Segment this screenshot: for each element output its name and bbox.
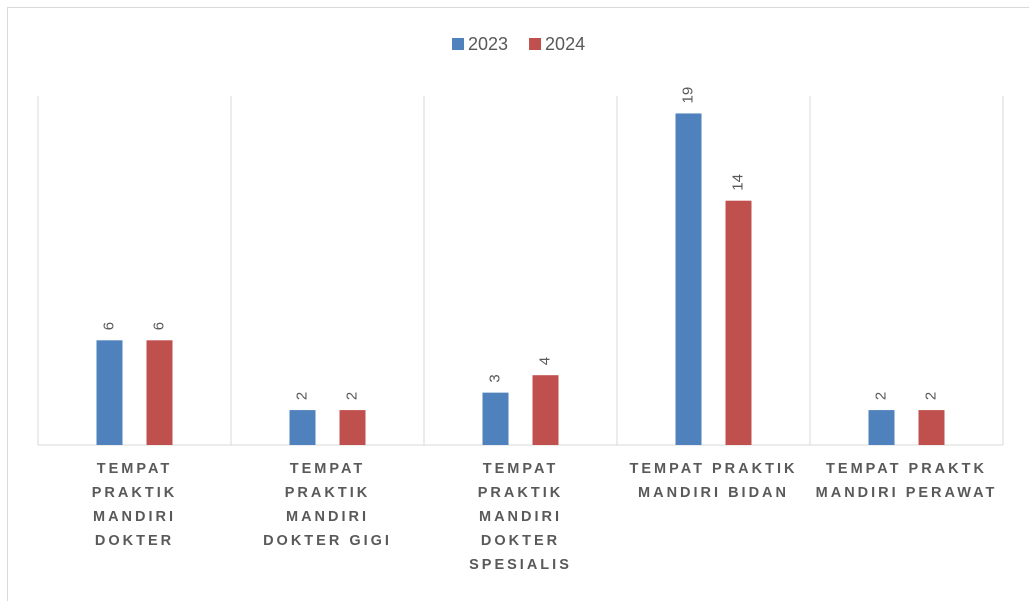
bar xyxy=(675,113,702,445)
x-tick-label: TEMPAT PRAKTIK MANDIRI DOKTER xyxy=(91,461,178,549)
bar xyxy=(532,375,559,445)
bar xyxy=(482,392,509,445)
x-tick-label: TEMPAT PRAKTIK MANDIRI BIDAN xyxy=(629,461,798,501)
bar xyxy=(868,410,895,445)
bar xyxy=(146,340,173,445)
data-label: 2 xyxy=(293,392,310,400)
bar xyxy=(289,410,316,445)
data-label: 3 xyxy=(486,374,503,382)
data-label: 6 xyxy=(150,322,167,330)
legend-label: 2023 xyxy=(468,34,508,54)
chart-frame xyxy=(7,7,1029,601)
legend-swatch xyxy=(452,38,464,50)
bar xyxy=(96,340,123,445)
bar xyxy=(918,410,945,445)
data-label: 2 xyxy=(343,392,360,400)
bar xyxy=(339,410,366,445)
bar xyxy=(725,200,752,445)
data-label: 19 xyxy=(679,87,696,104)
x-tick-label: TEMPAT PRAKTIK MANDIRI DOKTER SPESIALIS xyxy=(469,461,572,573)
data-label: 2 xyxy=(872,392,889,400)
data-label: 2 xyxy=(922,392,939,400)
data-label: 4 xyxy=(536,357,553,365)
x-tick-label: TEMPAT PRAKTK MANDIRI PERAWAT xyxy=(815,461,998,501)
data-label: 6 xyxy=(100,322,117,330)
legend-swatch xyxy=(529,38,542,50)
data-label: 14 xyxy=(729,174,746,191)
x-tick-label: TEMPAT PRAKTIK MANDIRI DOKTER GIGI xyxy=(263,461,392,549)
legend-label: 2024 xyxy=(545,34,585,54)
